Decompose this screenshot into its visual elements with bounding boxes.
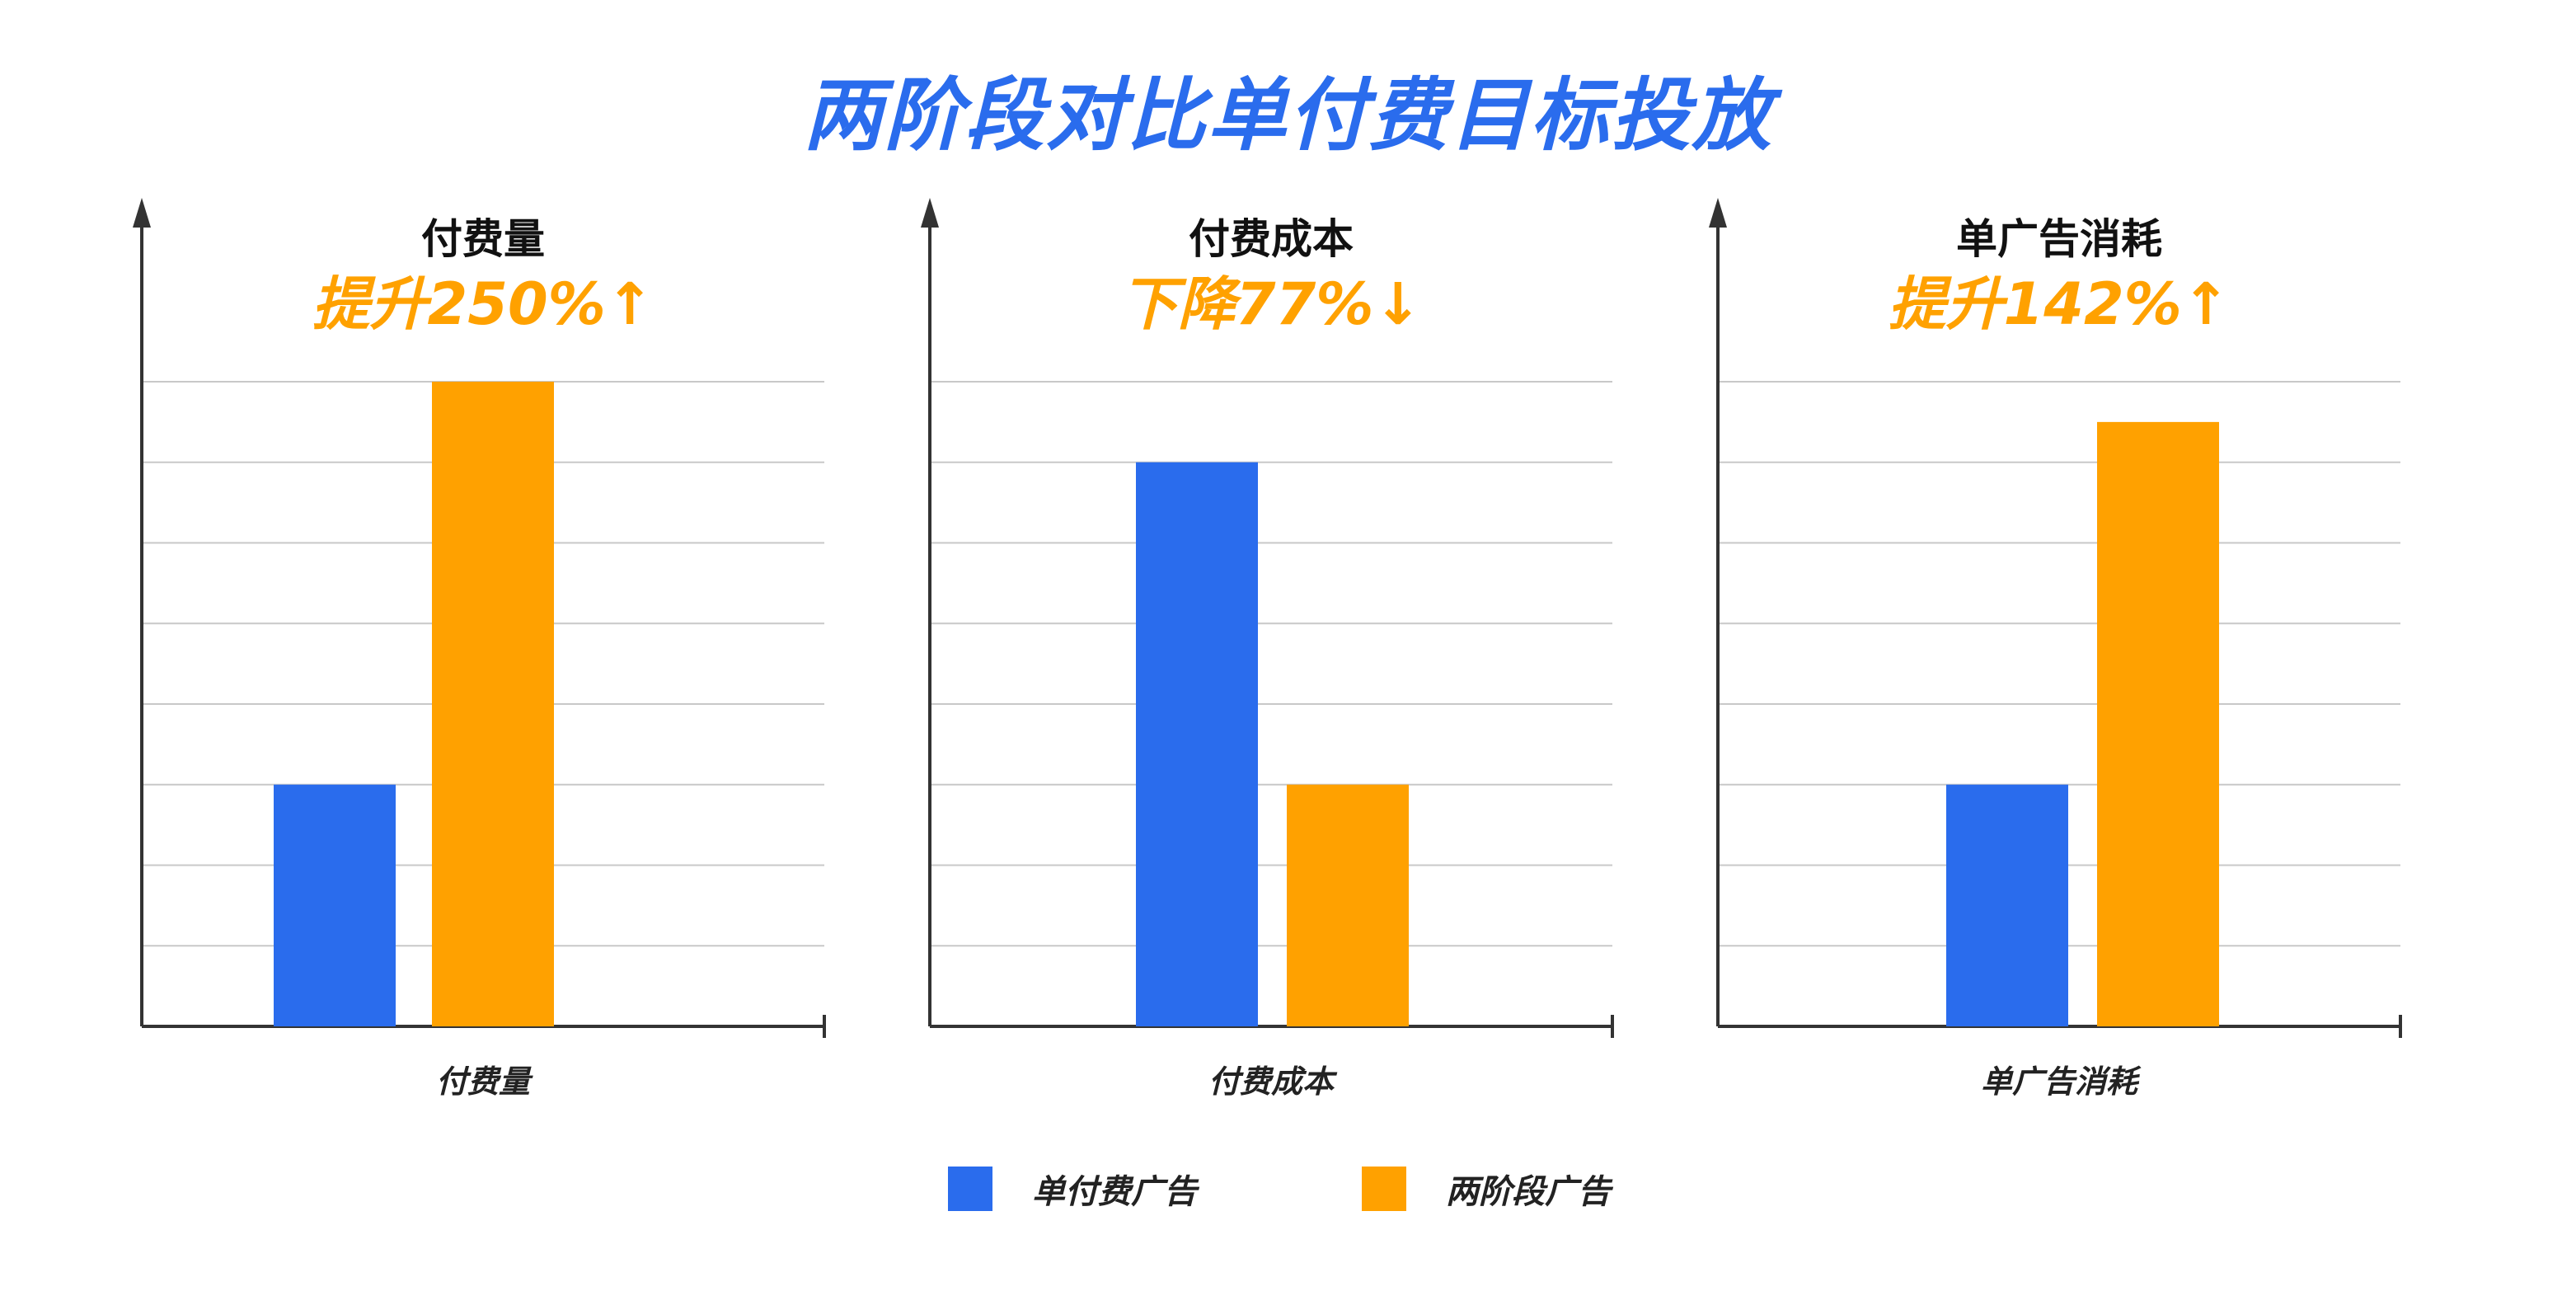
- legend-swatch-series-a: [948, 1167, 992, 1211]
- y-axis-arrow: [1709, 198, 1727, 228]
- legend-item-series-b: 两阶段广告: [1362, 1164, 1611, 1214]
- x-axis-label: 付费量: [436, 1063, 533, 1100]
- panel-title: 付费成本: [1189, 215, 1354, 263]
- y-axis-arrow: [133, 198, 151, 228]
- panel-title: 付费量: [421, 215, 545, 263]
- bar-single-pay: [1136, 462, 1258, 1026]
- bar-single-pay: [1946, 784, 2068, 1026]
- bar-single-pay: [274, 784, 396, 1026]
- bar-two-stage: [2097, 421, 2219, 1026]
- legend-swatch-series-b: [1362, 1167, 1406, 1211]
- bar-two-stage: [1287, 784, 1409, 1026]
- bar-two-stage: [432, 382, 554, 1026]
- panel-subtitle: 提升142%↑: [1889, 270, 2231, 338]
- panel-subtitle: 下降77%↓: [1120, 270, 1422, 338]
- y-axis-arrow: [921, 198, 939, 228]
- legend-label-series-b: 两阶段广告: [1446, 1173, 1611, 1211]
- legend-label-series-a: 单付费广告: [1032, 1173, 1197, 1211]
- x-axis-label: 付费成本: [1208, 1063, 1338, 1100]
- legend-item-series-a: 单付费广告: [948, 1164, 1197, 1214]
- legend: 单付费广告 两阶段广告: [0, 1164, 2576, 1214]
- panel-subtitle: 提升250%↑: [312, 270, 655, 338]
- panel-title: 单广告消耗: [1956, 215, 2162, 263]
- main-title: 两阶段对比单付费目标投放: [803, 69, 1773, 162]
- x-axis-label: 单广告消耗: [1981, 1063, 2142, 1100]
